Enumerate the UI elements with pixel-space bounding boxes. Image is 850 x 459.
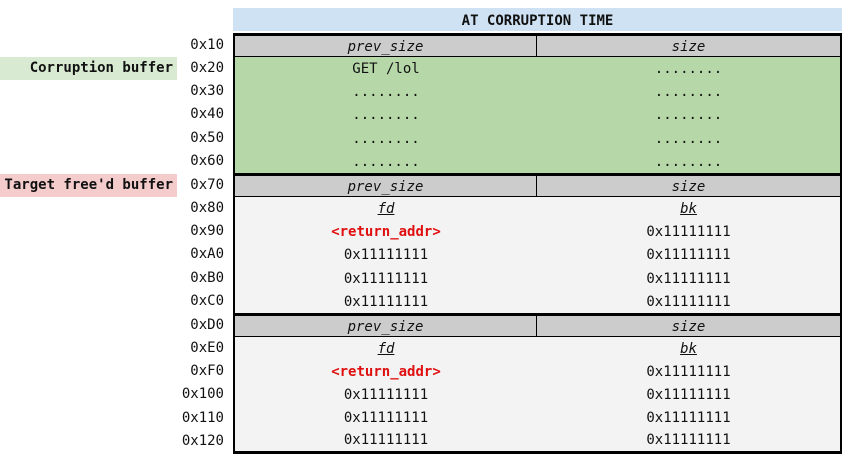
address-label: 0x60 (190, 153, 224, 169)
address-label: 0x120 (181, 433, 224, 449)
data-row: 0x11111111 0x11111111 (235, 243, 840, 266)
return-addr-cell: <return_addr> (331, 364, 441, 380)
data-cell: ........ (352, 154, 420, 170)
data-cell: 0x11111111 (646, 410, 731, 426)
next-chunk: prev_size size fd bk <return_addr> 0x111… (233, 313, 842, 451)
address-label: 0x70 (190, 177, 224, 193)
address-label: 0x40 (190, 106, 224, 122)
data-cell: ........ (352, 131, 420, 147)
address-label: 0x90 (190, 223, 224, 239)
prev-size-field: prev_size (235, 316, 537, 339)
data-row: 0x11111111 0x11111111 (235, 383, 840, 406)
corruption-chunk: prev_size size GET /lol ........ .......… (233, 33, 842, 173)
corruption-buffer-label: Corruption buffer (0, 57, 177, 80)
address-label: 0x20 (190, 60, 224, 76)
data-cell: 0x11111111 (343, 410, 429, 426)
address-label: 0x110 (181, 410, 224, 426)
data-cell: 0x11111111 (343, 387, 429, 403)
address-label: 0x80 (190, 200, 224, 216)
data-cell: ........ (654, 154, 723, 170)
address-label: 0xB0 (190, 270, 224, 286)
return-addr-cell: <return_addr> (331, 224, 441, 240)
chunk-header: prev_size size (235, 313, 840, 339)
address-label: 0x10 (190, 37, 224, 53)
data-row: 0x11111111 0x11111111 (235, 406, 840, 429)
data-cell: 0x11111111 (343, 432, 429, 448)
chunk-data-area: fd bk <return_addr> 0x11111111 0x1111111… (235, 337, 840, 451)
corruption-data-area: GET /lol ........ ........ ........ ....… (235, 57, 840, 173)
address-label: 0xF0 (190, 363, 224, 379)
data-row: 0x11111111 0x11111111 (235, 267, 840, 290)
size-field: size (671, 39, 706, 55)
data-row: <return_addr> 0x11111111 (235, 360, 840, 383)
data-row: <return_addr> 0x11111111 (235, 220, 840, 243)
address-label: 0xC0 (190, 293, 224, 309)
data-cell: ........ (352, 107, 420, 123)
chunk-header: prev_size size (235, 173, 840, 199)
data-row: fd bk (235, 197, 840, 220)
data-cell: 0x11111111 (646, 294, 731, 310)
address-label: 0xE0 (190, 340, 224, 356)
freed-data-area: fd bk <return_addr> 0x11111111 0x1111111… (235, 197, 840, 313)
diagram-title: AT CORRUPTION TIME (233, 8, 842, 31)
data-cell: 0x11111111 (343, 247, 429, 263)
data-cell: 0x11111111 (343, 294, 429, 310)
data-row: 0x11111111 0x11111111 (235, 428, 840, 451)
data-cell: ........ (654, 61, 723, 77)
address-label: 0x100 (181, 386, 224, 402)
fd-pointer-label: fd (377, 201, 395, 217)
data-row: ........ ........ (235, 103, 840, 126)
data-cell: 0x11111111 (646, 271, 731, 287)
bk-pointer-label: bk (680, 201, 697, 217)
address-label: 0x30 (190, 83, 224, 99)
address-label: 0x50 (190, 130, 224, 146)
data-cell: ........ (352, 84, 420, 100)
data-row: ........ ........ (235, 127, 840, 150)
data-row: GET /lol ........ (235, 57, 840, 80)
target-freed-chunk: prev_size size fd bk <return_addr> 0x111… (233, 173, 842, 313)
data-cell: 0x11111111 (646, 432, 731, 448)
size-field: size (671, 319, 706, 335)
data-row: 0x11111111 0x11111111 (235, 290, 840, 313)
prev-size-field: prev_size (235, 176, 537, 199)
data-row: fd bk (235, 337, 840, 360)
fd-pointer-label: fd (377, 341, 395, 357)
data-cell: 0x11111111 (646, 247, 731, 263)
data-cell: 0x11111111 (646, 224, 731, 240)
data-cell: ........ (654, 84, 723, 100)
chunk-header: prev_size size (235, 33, 840, 59)
data-cell: 0x11111111 (646, 364, 731, 380)
data-cell: 0x11111111 (646, 387, 731, 403)
prev-size-field: prev_size (235, 36, 537, 59)
data-cell: GET /lol (352, 61, 420, 77)
bk-pointer-label: bk (680, 341, 697, 357)
address-label: 0xD0 (190, 317, 224, 333)
data-cell: 0x11111111 (343, 271, 429, 287)
data-row: ........ ........ (235, 80, 840, 103)
bottom-border (233, 451, 842, 454)
size-field: size (671, 179, 706, 195)
data-cell: ........ (654, 107, 723, 123)
data-row: ........ ........ (235, 150, 840, 173)
target-freed-buffer-label: Target free'd buffer (0, 174, 177, 197)
address-label: 0xA0 (190, 246, 224, 262)
data-cell: ........ (654, 131, 723, 147)
